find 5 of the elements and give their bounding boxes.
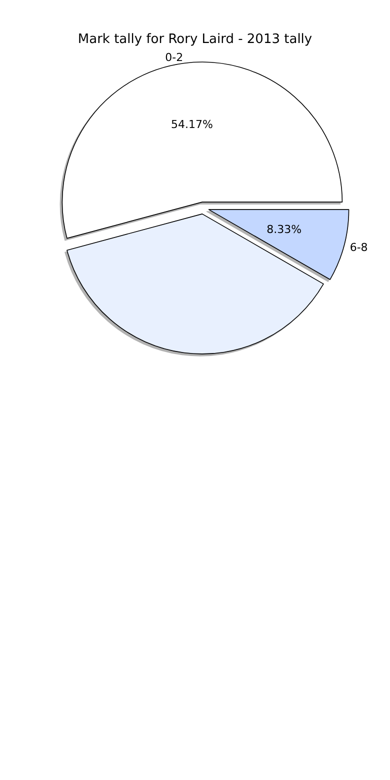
slice-label: 6-8 — [350, 240, 368, 254]
data-label: 8.33% — [266, 223, 302, 236]
slice-label: 0-2 — [165, 50, 184, 64]
chart-title: Mark tally for Rory Laird - 2013 tally — [78, 32, 312, 47]
data-label: 54.17% — [171, 118, 214, 132]
